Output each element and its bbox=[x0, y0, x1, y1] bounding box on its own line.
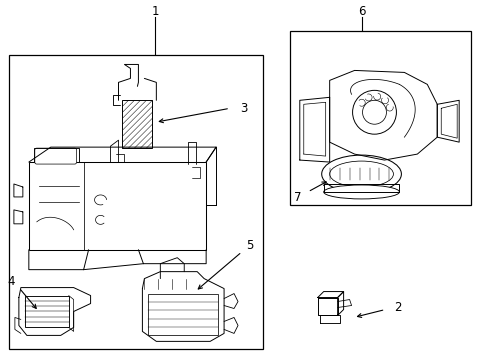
Text: 2: 2 bbox=[393, 301, 400, 314]
Text: 1: 1 bbox=[151, 5, 159, 18]
Circle shape bbox=[352, 90, 396, 134]
Circle shape bbox=[362, 100, 386, 124]
FancyBboxPatch shape bbox=[35, 148, 77, 164]
Bar bbox=[148, 293, 218, 336]
Text: 4: 4 bbox=[7, 275, 15, 288]
Bar bbox=[9, 55, 263, 349]
Bar bbox=[25, 296, 68, 328]
Text: 3: 3 bbox=[240, 102, 247, 115]
Text: 7: 7 bbox=[293, 192, 301, 204]
Bar bbox=[289, 31, 470, 205]
Bar bbox=[122, 100, 152, 148]
Bar bbox=[29, 162, 206, 250]
Ellipse shape bbox=[323, 185, 399, 199]
Ellipse shape bbox=[329, 161, 393, 187]
Text: 6: 6 bbox=[357, 5, 365, 18]
Ellipse shape bbox=[321, 155, 401, 193]
Text: 5: 5 bbox=[246, 239, 253, 252]
